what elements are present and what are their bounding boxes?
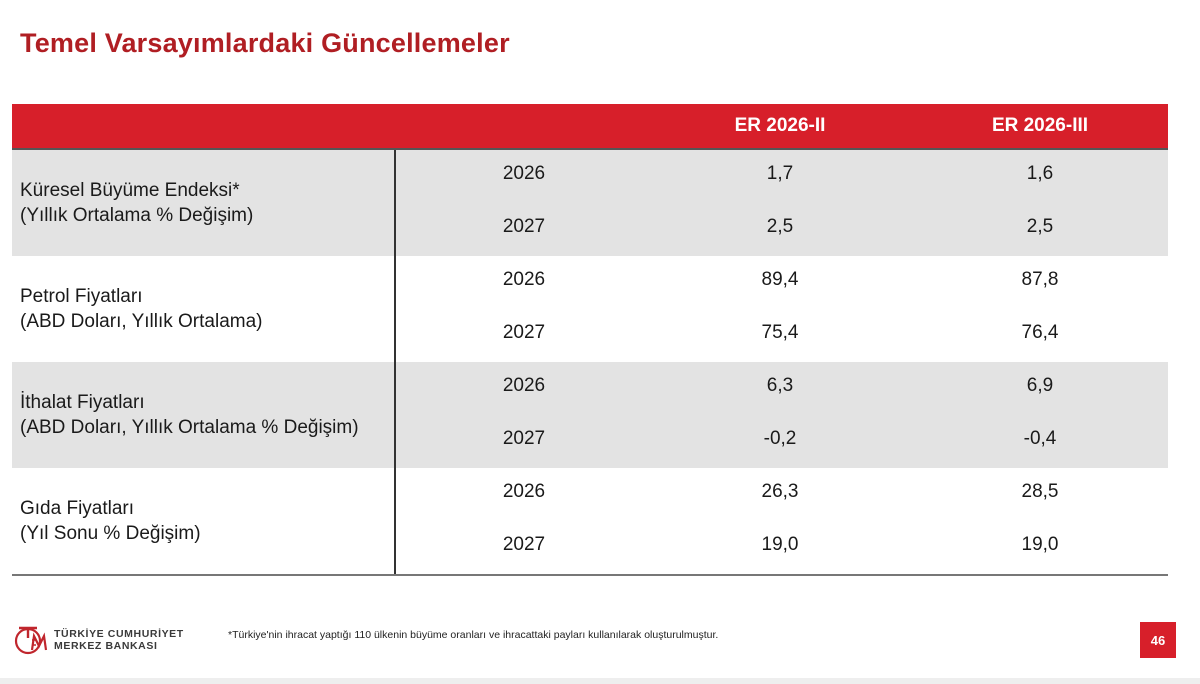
- value-cell-er-2026-iii: 19,0: [1021, 534, 1059, 555]
- value-cell-er-2026-iii: 28,5: [1021, 481, 1059, 502]
- column-divider: [394, 256, 396, 362]
- year-cell: 2026: [502, 481, 546, 502]
- table-header: ER 2026-II ER 2026-III: [12, 104, 1168, 150]
- value-cell-er-2026-iii: 87,8: [1021, 269, 1059, 290]
- row-label-title: Gıda Fiyatları: [20, 498, 135, 519]
- row-label: Gıda Fiyatları (Yıl Sonu % Değişim): [20, 468, 201, 574]
- value-cell-er-2026-ii: 2,5: [766, 216, 794, 237]
- header-er-2026-ii: ER 2026-II: [734, 115, 826, 136]
- value-cell-er-2026-iii: 1,6: [1026, 163, 1054, 184]
- assumptions-table: ER 2026-II ER 2026-III Küresel Büyüme En…: [12, 104, 1168, 576]
- year-cell: 2027: [502, 322, 546, 343]
- row-label-title: İthalat Fiyatları: [20, 392, 145, 413]
- column-divider: [394, 150, 396, 256]
- value-cell-er-2026-iii: 2,5: [1026, 216, 1054, 237]
- year-cell: 2026: [502, 375, 546, 396]
- row-label-unit: (Yıllık Ortalama % Değişim): [20, 205, 254, 226]
- footnote: *Türkiye'nin ihracat yaptığı 110 ülkenin…: [228, 629, 719, 641]
- value-cell-er-2026-iii: 76,4: [1021, 322, 1059, 343]
- tcmb-logo-icon: [14, 626, 48, 655]
- value-cell-er-2026-ii: 75,4: [761, 322, 799, 343]
- row-label-title: Petrol Fiyatları: [20, 286, 143, 307]
- value-cell-er-2026-iii: 6,9: [1026, 375, 1054, 396]
- table-group-import-prices: İthalat Fiyatları (ABD Doları, Yıllık Or…: [12, 362, 1168, 468]
- header-er-2026-iii: ER 2026-III: [991, 115, 1089, 136]
- year-cell: 2027: [502, 534, 546, 555]
- row-label: Petrol Fiyatları (ABD Doları, Yıllık Ort…: [20, 256, 262, 362]
- page-title: Temel Varsayımlardaki Güncellemeler: [20, 28, 510, 58]
- bank-name: TÜRKİYE CUMHURİYET MERKEZ BANKASI: [54, 628, 184, 652]
- table-group-global-growth: Küresel Büyüme Endeksi* (Yıllık Ortalama…: [12, 150, 1168, 256]
- row-label: İthalat Fiyatları (ABD Doları, Yıllık Or…: [20, 362, 359, 468]
- table-bottom-rule: [12, 574, 1168, 576]
- row-label-unit: (Yıl Sonu % Değişim): [20, 523, 201, 544]
- column-divider: [394, 362, 396, 468]
- bank-name-line2: MERKEZ BANKASI: [54, 640, 158, 652]
- footer: TÜRKİYE CUMHURİYET MERKEZ BANKASI *Türki…: [0, 620, 1200, 660]
- value-cell-er-2026-ii: 1,7: [766, 163, 794, 184]
- year-cell: 2026: [502, 269, 546, 290]
- value-cell-er-2026-ii: 19,0: [761, 534, 799, 555]
- value-cell-er-2026-ii: 26,3: [761, 481, 799, 502]
- value-cell-er-2026-ii: -0,2: [763, 428, 797, 449]
- year-cell: 2026: [502, 163, 546, 184]
- column-divider: [394, 468, 396, 574]
- row-label-unit: (ABD Doları, Yıllık Ortalama % Değişim): [20, 417, 359, 438]
- table-group-food-prices: Gıda Fiyatları (Yıl Sonu % Değişim) 2026…: [12, 468, 1168, 574]
- bank-name-line1: TÜRKİYE CUMHURİYET: [54, 628, 184, 640]
- row-label-unit: (ABD Doları, Yıllık Ortalama): [20, 311, 263, 332]
- row-label-title: Küresel Büyüme Endeksi*: [20, 180, 240, 201]
- value-cell-er-2026-ii: 89,4: [761, 269, 799, 290]
- value-cell-er-2026-iii: -0,4: [1023, 428, 1057, 449]
- page-number-badge: 46: [1140, 622, 1176, 658]
- year-cell: 2027: [502, 216, 546, 237]
- year-cell: 2027: [502, 428, 546, 449]
- row-label: Küresel Büyüme Endeksi* (Yıllık Ortalama…: [20, 150, 253, 256]
- table-group-oil-prices: Petrol Fiyatları (ABD Doları, Yıllık Ort…: [12, 256, 1168, 362]
- bottom-strip: [0, 678, 1200, 684]
- value-cell-er-2026-ii: 6,3: [766, 375, 794, 396]
